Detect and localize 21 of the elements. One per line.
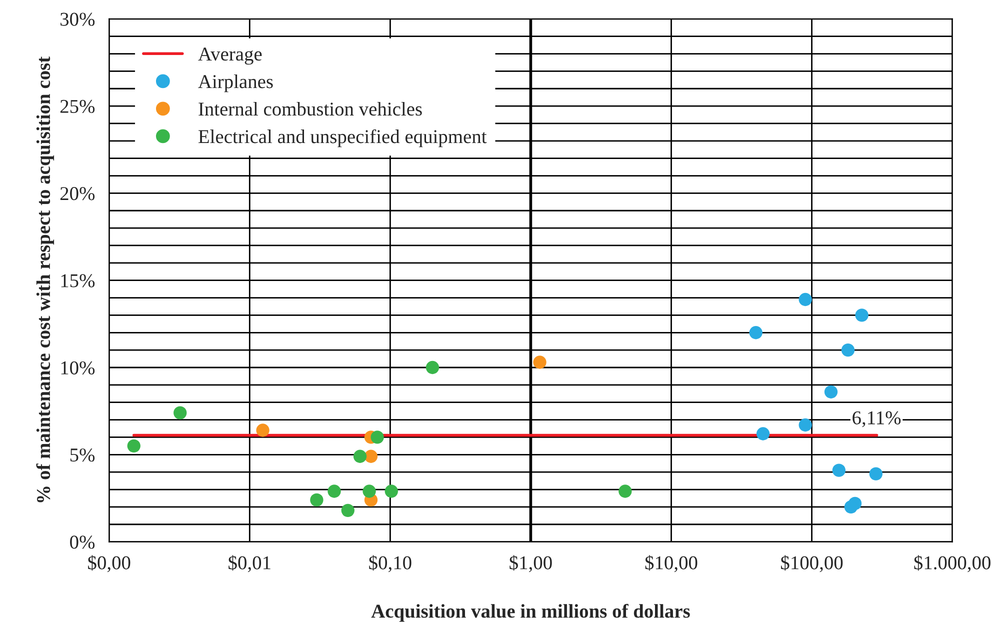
x-axis-title: Acquisition value in millions of dollars (371, 604, 690, 622)
y-tick-label: 20% (60, 187, 95, 200)
y-tick-label: 25% (60, 100, 95, 114)
y-axis-title: % of maintenance cost with respect to acquisition cost (36, 56, 54, 502)
x-tick-label: $0,01 (228, 555, 270, 572)
x-tick-label: $0,00 (88, 555, 130, 572)
annotation: 6,11% (852, 411, 901, 428)
legend-label: Average (198, 48, 262, 65)
y-tick-label: 0% (70, 536, 95, 549)
legend-label: Internal combustion vehicles (198, 102, 422, 116)
y-tick-label: 15% (61, 274, 95, 288)
x-tick-label: $10,00 (645, 555, 698, 572)
x-tick-label: $100,00 (781, 555, 843, 572)
legend-label: Electrical and unspecified equipment (198, 129, 487, 148)
y-tick-label: 5% (70, 448, 95, 462)
x-tick-label: $1.000,00 (914, 555, 990, 572)
x-tick-label: $1,00 (510, 555, 552, 572)
y-tick-label: 10% (61, 361, 95, 374)
legend-label: Airplanes (198, 74, 273, 92)
x-tick-label: $0,10 (369, 555, 412, 572)
y-tick-label: 30% (60, 12, 95, 26)
